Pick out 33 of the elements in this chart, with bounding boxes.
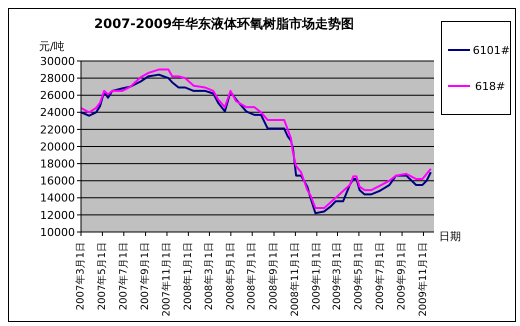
y-axis-title: 元/吨 — [39, 39, 65, 54]
y-tick-label: 12000 — [40, 208, 75, 222]
x-tick-label: 2007年7月1日 — [117, 242, 130, 310]
y-tick-label: 14000 — [40, 192, 75, 205]
x-tick-label: 2007年3月1日 — [74, 242, 86, 310]
x-tick-label: 2008年5月1日 — [224, 242, 236, 310]
x-tick-label: 2007年11月1日 — [160, 242, 172, 317]
x-tick-label: 2009年3月1日 — [331, 242, 344, 310]
x-tick-label: 2008年11月1日 — [288, 242, 301, 317]
x-tick-label: 2008年7月1日 — [246, 242, 258, 310]
y-tick-label: 24000 — [40, 106, 75, 120]
chart-title: 2007-2009年华东液体环氧树脂市场走势图 — [93, 16, 355, 33]
y-tick-label: 20000 — [40, 140, 75, 154]
x-tick-label: 2008年3月1日 — [202, 242, 215, 310]
x-tick-label: 2009年7月1日 — [374, 242, 386, 310]
x-axis-title: 日期 — [439, 229, 461, 244]
legend-label: 6101# — [472, 44, 510, 56]
x-tick-label: 2009年5月1日 — [352, 242, 364, 310]
x-tick-label: 2009年1月1日 — [310, 242, 322, 310]
y-tick-label: 26000 — [40, 89, 75, 102]
y-tick-label: 22000 — [40, 123, 75, 136]
x-tick-label: 2008年1月1日 — [182, 242, 194, 310]
x-tick-label: 2007年9月1日 — [139, 242, 152, 310]
y-tick-label: 18000 — [40, 158, 75, 171]
x-tick-label: 2007年5月1日 — [96, 242, 108, 310]
x-tick-label: 2008年9月1日 — [267, 242, 280, 310]
legend-label: 618# — [475, 80, 506, 92]
y-tick-label: 30000 — [40, 54, 75, 68]
y-tick-label: 16000 — [40, 174, 75, 188]
x-tick-label: 2009年9月1日 — [396, 242, 408, 310]
x-tick-label: 2009年11月1日 — [416, 242, 429, 317]
y-tick-label: 28000 — [40, 72, 75, 86]
y-tick-label: 10000 — [40, 226, 75, 239]
